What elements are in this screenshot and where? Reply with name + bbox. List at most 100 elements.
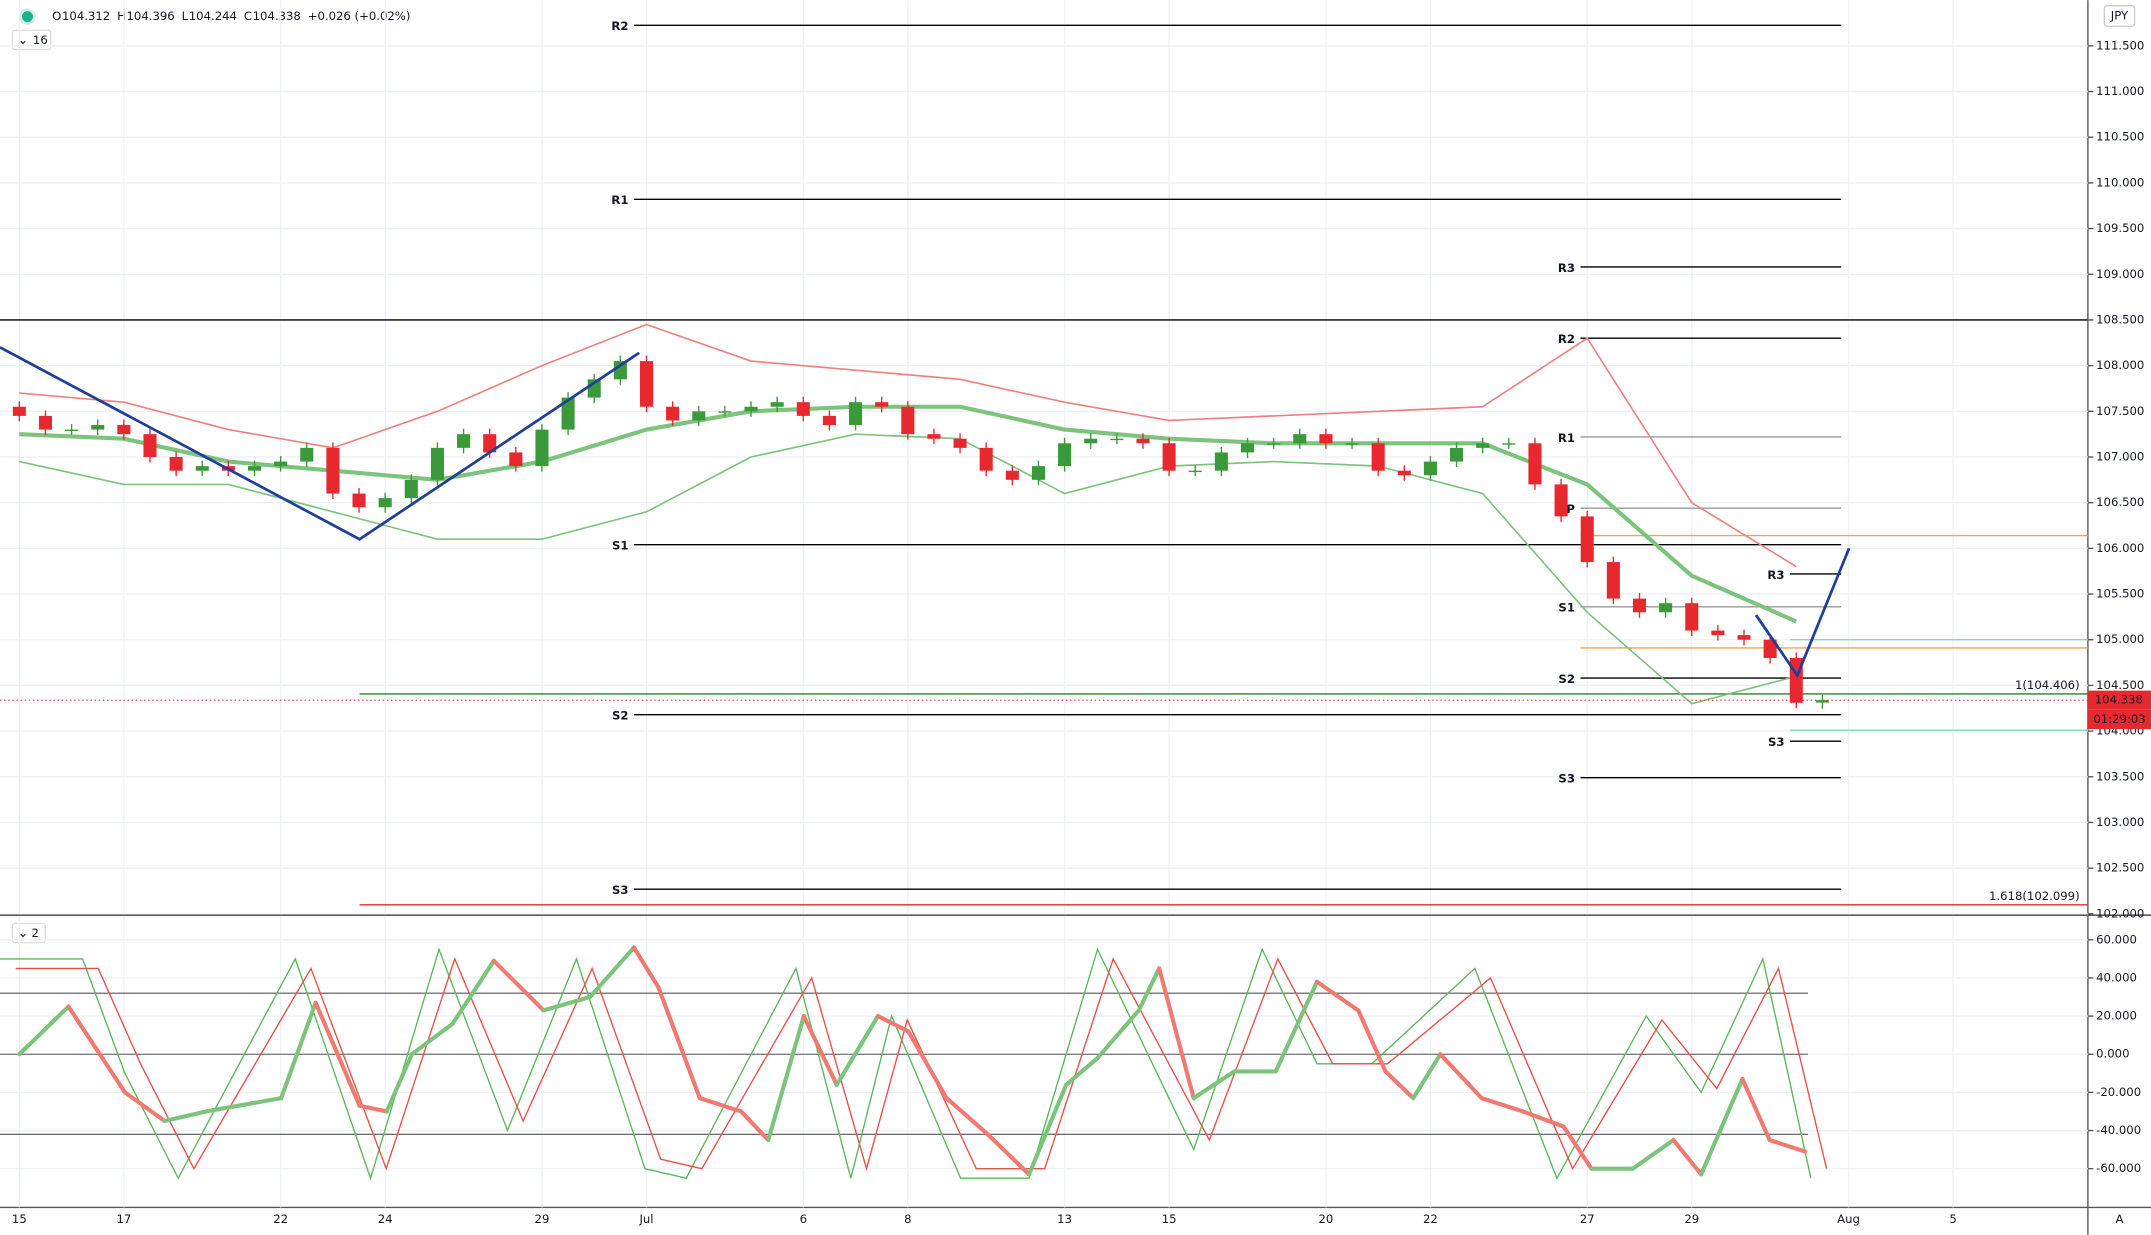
candle-body [1632, 598, 1647, 613]
osc-main-segment [203, 1096, 284, 1114]
candle-body [1267, 443, 1281, 445]
y-tick-label: 105.500 [2096, 587, 2144, 601]
y-tick-label: 102.000 [2096, 906, 2144, 920]
osc-main-segment [906, 1029, 949, 1101]
candle-body [1711, 630, 1725, 636]
candle-body [1188, 470, 1202, 473]
pivot-label: R3 [1767, 568, 1784, 582]
osc-main-segment [313, 1000, 362, 1108]
x-tick-label: Jul [638, 1212, 653, 1226]
osc-main-segment [1157, 966, 1196, 1101]
candle-body [1345, 443, 1359, 445]
pivot-label: S1 [612, 539, 629, 553]
osc-tick-label: 20.000 [2096, 1009, 2137, 1023]
candle-body [483, 434, 497, 453]
osc-main-segment [1356, 1008, 1388, 1074]
osc-main-segment [450, 958, 496, 1026]
candle-body [1554, 484, 1568, 517]
osc-main-segment [122, 1090, 167, 1124]
indicator-chevron: ⌄ [18, 33, 28, 47]
candle-body [457, 434, 471, 448]
currency-button[interactable] [2103, 4, 2136, 27]
x-tick-label: 15 [12, 1212, 27, 1226]
osc-main-segment [697, 1096, 744, 1114]
y-tick-label: 102.500 [2096, 861, 2144, 875]
candle-body [91, 425, 105, 430]
osc-main-segment [1411, 1052, 1443, 1101]
osc-main-segment [1383, 1069, 1416, 1101]
candle-body [38, 415, 53, 430]
osc-main-segment [834, 1014, 881, 1087]
ohlc-key: H [117, 9, 126, 23]
osc-main-segment [739, 1109, 771, 1143]
y-tick-label: 103.000 [2096, 815, 2144, 829]
y-tick-label: 107.000 [2096, 449, 2144, 463]
y-tick-label: 110.000 [2096, 175, 2144, 189]
candle-body [1162, 443, 1176, 471]
y-tick-label: 106.500 [2096, 495, 2144, 509]
candle-body [65, 429, 79, 431]
osc-main-segment [1767, 1138, 1808, 1154]
trend-drawing [0, 346, 640, 541]
osc-main-segment [1095, 1008, 1141, 1061]
osc-main-segment [1136, 966, 1162, 1013]
y-tick-label: 109.500 [2096, 221, 2144, 235]
x-tick-label: 29 [535, 1212, 550, 1226]
ohlc-key: O [52, 9, 61, 23]
x-tick-label: 8 [904, 1212, 911, 1226]
candle-body [770, 402, 784, 407]
candle-body [117, 425, 131, 435]
osc-main-segment [801, 1014, 839, 1087]
candle-body [1214, 452, 1228, 471]
level-label: 1.618(102.099) [1989, 889, 2080, 903]
candle-body [718, 411, 732, 413]
osc-toggle[interactable] [11, 922, 46, 944]
pivot-label: S3 [612, 883, 629, 897]
candle-body [1450, 447, 1464, 462]
osc-main-segment [1026, 1082, 1069, 1177]
osc-main-segment [1191, 1069, 1237, 1101]
pivot-label: R3 [1558, 261, 1575, 275]
x-tick-label: 29 [1684, 1212, 1699, 1226]
candle-body [1371, 443, 1385, 471]
osc-main-segment [17, 1004, 71, 1057]
osc-main-segment [384, 1052, 414, 1114]
pivot-label: S1 [1558, 601, 1575, 615]
osc-main-segment [1520, 1109, 1566, 1129]
osc-main-segment [944, 1096, 990, 1137]
candle-body [1476, 443, 1490, 448]
osc-main-segment [409, 1021, 455, 1057]
indicator-toggle[interactable] [11, 29, 52, 51]
osc-main-segment [875, 1014, 911, 1034]
pivot-label: S2 [612, 709, 629, 723]
pivot-label: R1 [611, 193, 628, 207]
level-label: 1(104.406) [2015, 678, 2080, 692]
price-badge [2087, 690, 2151, 710]
x-tick-label: 27 [1580, 1212, 1595, 1226]
candle-body [247, 466, 262, 471]
candle-body [1685, 603, 1699, 631]
candle-body [822, 415, 836, 426]
candle-body [300, 447, 314, 462]
candle-body [12, 406, 26, 416]
y-tick-label: 108.500 [2096, 312, 2144, 326]
osc-tick-label: -20.000 [2096, 1085, 2141, 1099]
osc-indicator-count: 2 [32, 926, 39, 940]
osc-main-segment [541, 994, 593, 1013]
currency: JPY [2110, 8, 2129, 22]
candle-body [430, 447, 444, 480]
ohlc-key: L [182, 9, 189, 23]
candle-body [979, 447, 993, 471]
osc-line [15, 956, 1828, 1172]
ohlc-value: 104.338 [253, 9, 301, 23]
scale-mode[interactable]: A [2115, 1212, 2123, 1226]
osc-main-segment [279, 1000, 318, 1101]
ohlc-value: 104.312 [62, 9, 110, 23]
pivot-label: R2 [611, 19, 628, 33]
candle-body [1110, 438, 1124, 441]
osc-main-segment [1630, 1138, 1676, 1171]
y-tick-label: 107.500 [2096, 404, 2144, 418]
candle-body [613, 361, 627, 380]
candle-body [326, 447, 340, 494]
